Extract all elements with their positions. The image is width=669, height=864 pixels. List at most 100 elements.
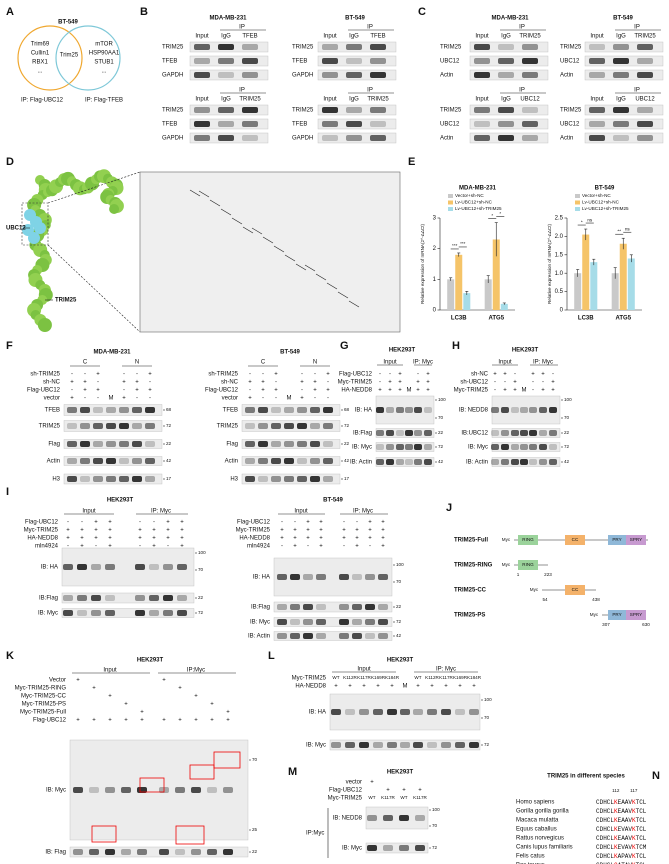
label: IP: Flag-TFEB <box>85 98 123 104</box>
blot-band <box>245 476 255 482</box>
label: WT <box>400 795 407 800</box>
label: Myc-TRIM25 <box>24 528 59 534</box>
label: Trim69 <box>31 42 50 48</box>
blot-band <box>613 107 629 113</box>
blot-band <box>376 407 384 413</box>
blot-band <box>245 407 255 413</box>
label: + <box>94 528 98 534</box>
blot-band <box>405 407 413 413</box>
label: WT <box>414 675 421 680</box>
label: - <box>307 544 309 550</box>
label: + <box>180 544 184 550</box>
label: 22 <box>198 595 204 600</box>
blot-band <box>396 430 404 436</box>
label: + <box>326 388 330 394</box>
panel-label: I <box>6 486 9 498</box>
significance-label: *** <box>460 241 466 246</box>
blot-band <box>93 441 103 447</box>
label: - <box>552 372 554 378</box>
label: Input <box>383 360 397 366</box>
blot-band <box>376 459 384 465</box>
label: - <box>343 544 345 550</box>
significance-label: ** <box>617 228 621 233</box>
blot-band <box>271 476 281 482</box>
blot-band <box>370 72 386 78</box>
label: + <box>138 528 142 534</box>
label: Myc-TRIM25 <box>236 528 271 534</box>
legend-swatch <box>575 200 580 205</box>
blot-band <box>498 72 514 78</box>
blot-band <box>218 135 234 141</box>
ubc12-surface <box>28 232 40 244</box>
blot-band <box>549 407 557 413</box>
label: 100 <box>564 397 572 402</box>
label: - <box>379 372 381 378</box>
blot-band <box>378 574 388 580</box>
label: IB: Myc <box>306 743 326 749</box>
label: - <box>275 380 277 386</box>
label: Myc <box>530 587 539 592</box>
blot-band <box>399 845 409 851</box>
label: + <box>178 686 182 692</box>
label: 72 <box>564 444 570 449</box>
blot-band <box>498 121 514 127</box>
highlight-box <box>139 777 165 793</box>
label: HSP90AA1 <box>89 51 120 57</box>
blot-band <box>469 709 479 715</box>
label: TRIM25 <box>217 424 239 430</box>
label: + <box>226 710 230 716</box>
label: UBC12 <box>6 226 26 232</box>
label: Rattus norvegicus <box>516 836 564 842</box>
blot-band <box>589 121 605 127</box>
blot-band <box>367 815 377 821</box>
blot-band <box>414 444 422 450</box>
blot-band <box>93 476 103 482</box>
label: - <box>494 388 496 394</box>
blot <box>241 439 341 449</box>
label: 70 <box>484 715 490 720</box>
blot-band <box>145 476 155 482</box>
blot-band <box>491 430 499 436</box>
label: Actin <box>225 459 238 465</box>
label: + <box>418 788 422 794</box>
panel-label: C <box>418 6 426 18</box>
blot-band <box>386 459 394 465</box>
blot-band <box>177 564 187 570</box>
blot-band <box>218 58 234 64</box>
label: + <box>162 678 166 684</box>
label: + <box>92 686 96 692</box>
venn-circle <box>17 25 83 91</box>
label: IP: Myc <box>353 509 373 515</box>
protein-surface <box>37 318 52 332</box>
label: + <box>162 718 166 724</box>
label: Input <box>323 97 337 103</box>
panel-label: B <box>140 6 148 18</box>
blot-band <box>352 604 362 610</box>
label: RBX1 <box>32 60 48 66</box>
label: IB:Flag <box>353 431 372 437</box>
label: Myc <box>590 612 599 617</box>
blot-band <box>520 459 528 465</box>
blot-band <box>63 595 73 601</box>
label: - <box>149 396 151 402</box>
label: - <box>249 372 251 378</box>
blot-band <box>323 441 333 447</box>
label: + <box>342 528 346 534</box>
blot-band <box>613 72 629 78</box>
blot-band <box>511 459 519 465</box>
label: + <box>378 388 382 394</box>
label: - <box>262 372 264 378</box>
blot <box>273 617 393 627</box>
label: + <box>274 372 278 378</box>
blot-band <box>549 430 557 436</box>
label: 42 <box>564 459 570 464</box>
blot-band <box>427 709 437 715</box>
label: + <box>426 388 430 394</box>
blot <box>365 842 429 854</box>
label: TRIM25 <box>162 45 184 51</box>
blot-band <box>223 849 233 855</box>
label: IP: Myc <box>413 360 433 366</box>
label: + <box>70 380 74 386</box>
label: IP <box>367 25 373 31</box>
label: + <box>194 718 198 724</box>
